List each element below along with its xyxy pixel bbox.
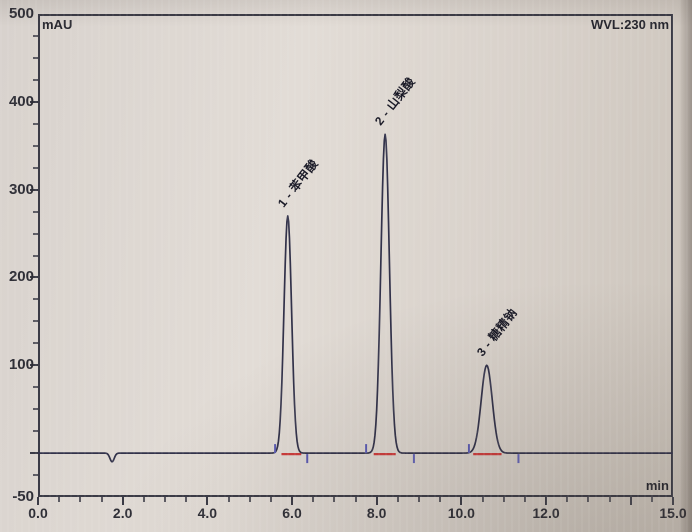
x-axis-tick [629, 497, 632, 505]
x-axis-tick [375, 497, 378, 505]
x-axis-tick [608, 497, 611, 502]
y-axis-tick [33, 474, 38, 477]
y-tick-label: -50 [12, 488, 34, 505]
y-axis-tick [33, 342, 38, 345]
y-axis-tick [33, 166, 38, 169]
y-tick-label: 300 [8, 180, 34, 198]
y-axis-tick [33, 144, 38, 147]
plot-border [38, 14, 673, 497]
x-axis-tick [439, 497, 442, 502]
x-axis-unit-label: min [645, 478, 669, 493]
y-axis-tick [30, 188, 38, 191]
x-axis-tick [545, 497, 547, 505]
y-axis-tick [33, 210, 38, 213]
x-axis-tick [587, 497, 590, 502]
y-tick-label: 100 [8, 356, 34, 374]
y-axis-unit-label: mAU [42, 17, 73, 32]
y-tick-label: 200 [8, 268, 34, 286]
x-tick-label: 15.0 [659, 505, 687, 521]
x-axis-tick [650, 497, 653, 502]
y-axis-tick [33, 298, 38, 301]
x-axis-tick [291, 497, 293, 505]
x-axis-tick [523, 497, 526, 502]
y-axis-tick [33, 254, 38, 257]
y-tick-label: 500 [8, 5, 34, 22]
wavelength-label: WVL:230 nm [590, 17, 669, 32]
x-axis-tick [185, 497, 188, 502]
chromatogram-plot [38, 133, 673, 464]
x-axis-tick [206, 497, 209, 505]
x-axis-tick [58, 497, 61, 502]
x-axis-tick [121, 497, 124, 505]
y-axis-tick [33, 430, 38, 433]
x-axis-tick [418, 497, 420, 502]
x-axis-tick [142, 497, 145, 502]
x-axis-tick [164, 497, 166, 502]
y-axis-tick [33, 78, 38, 81]
chromatogram-trace [38, 133, 673, 463]
y-axis-tick [33, 320, 38, 323]
y-axis-tick [30, 100, 38, 103]
x-tick-label: 0.0 [28, 505, 48, 521]
x-axis-tick [248, 497, 251, 502]
x-tick-label: 6.0 [282, 505, 302, 521]
x-axis-tick [502, 497, 505, 502]
y-axis-tick [30, 364, 38, 367]
x-axis-tick [312, 497, 315, 502]
y-axis-tick [33, 386, 38, 389]
x-axis-tick [37, 497, 39, 505]
x-axis-tick [269, 497, 272, 502]
y-axis-tick [30, 276, 38, 279]
x-axis-tick [672, 497, 674, 505]
x-tick-label: 12.0 [532, 505, 560, 521]
x-tick-label: 4.0 [197, 505, 218, 521]
x-axis-tick [227, 497, 230, 502]
y-axis-tick [30, 452, 38, 455]
x-axis-tick [79, 497, 82, 502]
x-tick-label: 2.0 [112, 505, 133, 521]
y-axis-tick [33, 34, 38, 37]
x-tick-label: 10.0 [447, 505, 475, 521]
x-axis-tick [354, 497, 357, 502]
y-axis-tick [33, 122, 38, 125]
x-axis-tick [396, 497, 399, 502]
y-axis-tick [33, 232, 38, 235]
x-axis-tick [100, 497, 103, 502]
x-axis-tick [566, 497, 569, 502]
y-axis-tick [33, 56, 38, 59]
y-tick-label: 400 [8, 92, 34, 110]
x-axis-tick [460, 497, 463, 505]
x-tick-label: 8.0 [366, 505, 387, 521]
x-axis-tick [333, 497, 336, 502]
x-axis-tick [481, 497, 484, 502]
y-axis-tick [33, 408, 38, 411]
